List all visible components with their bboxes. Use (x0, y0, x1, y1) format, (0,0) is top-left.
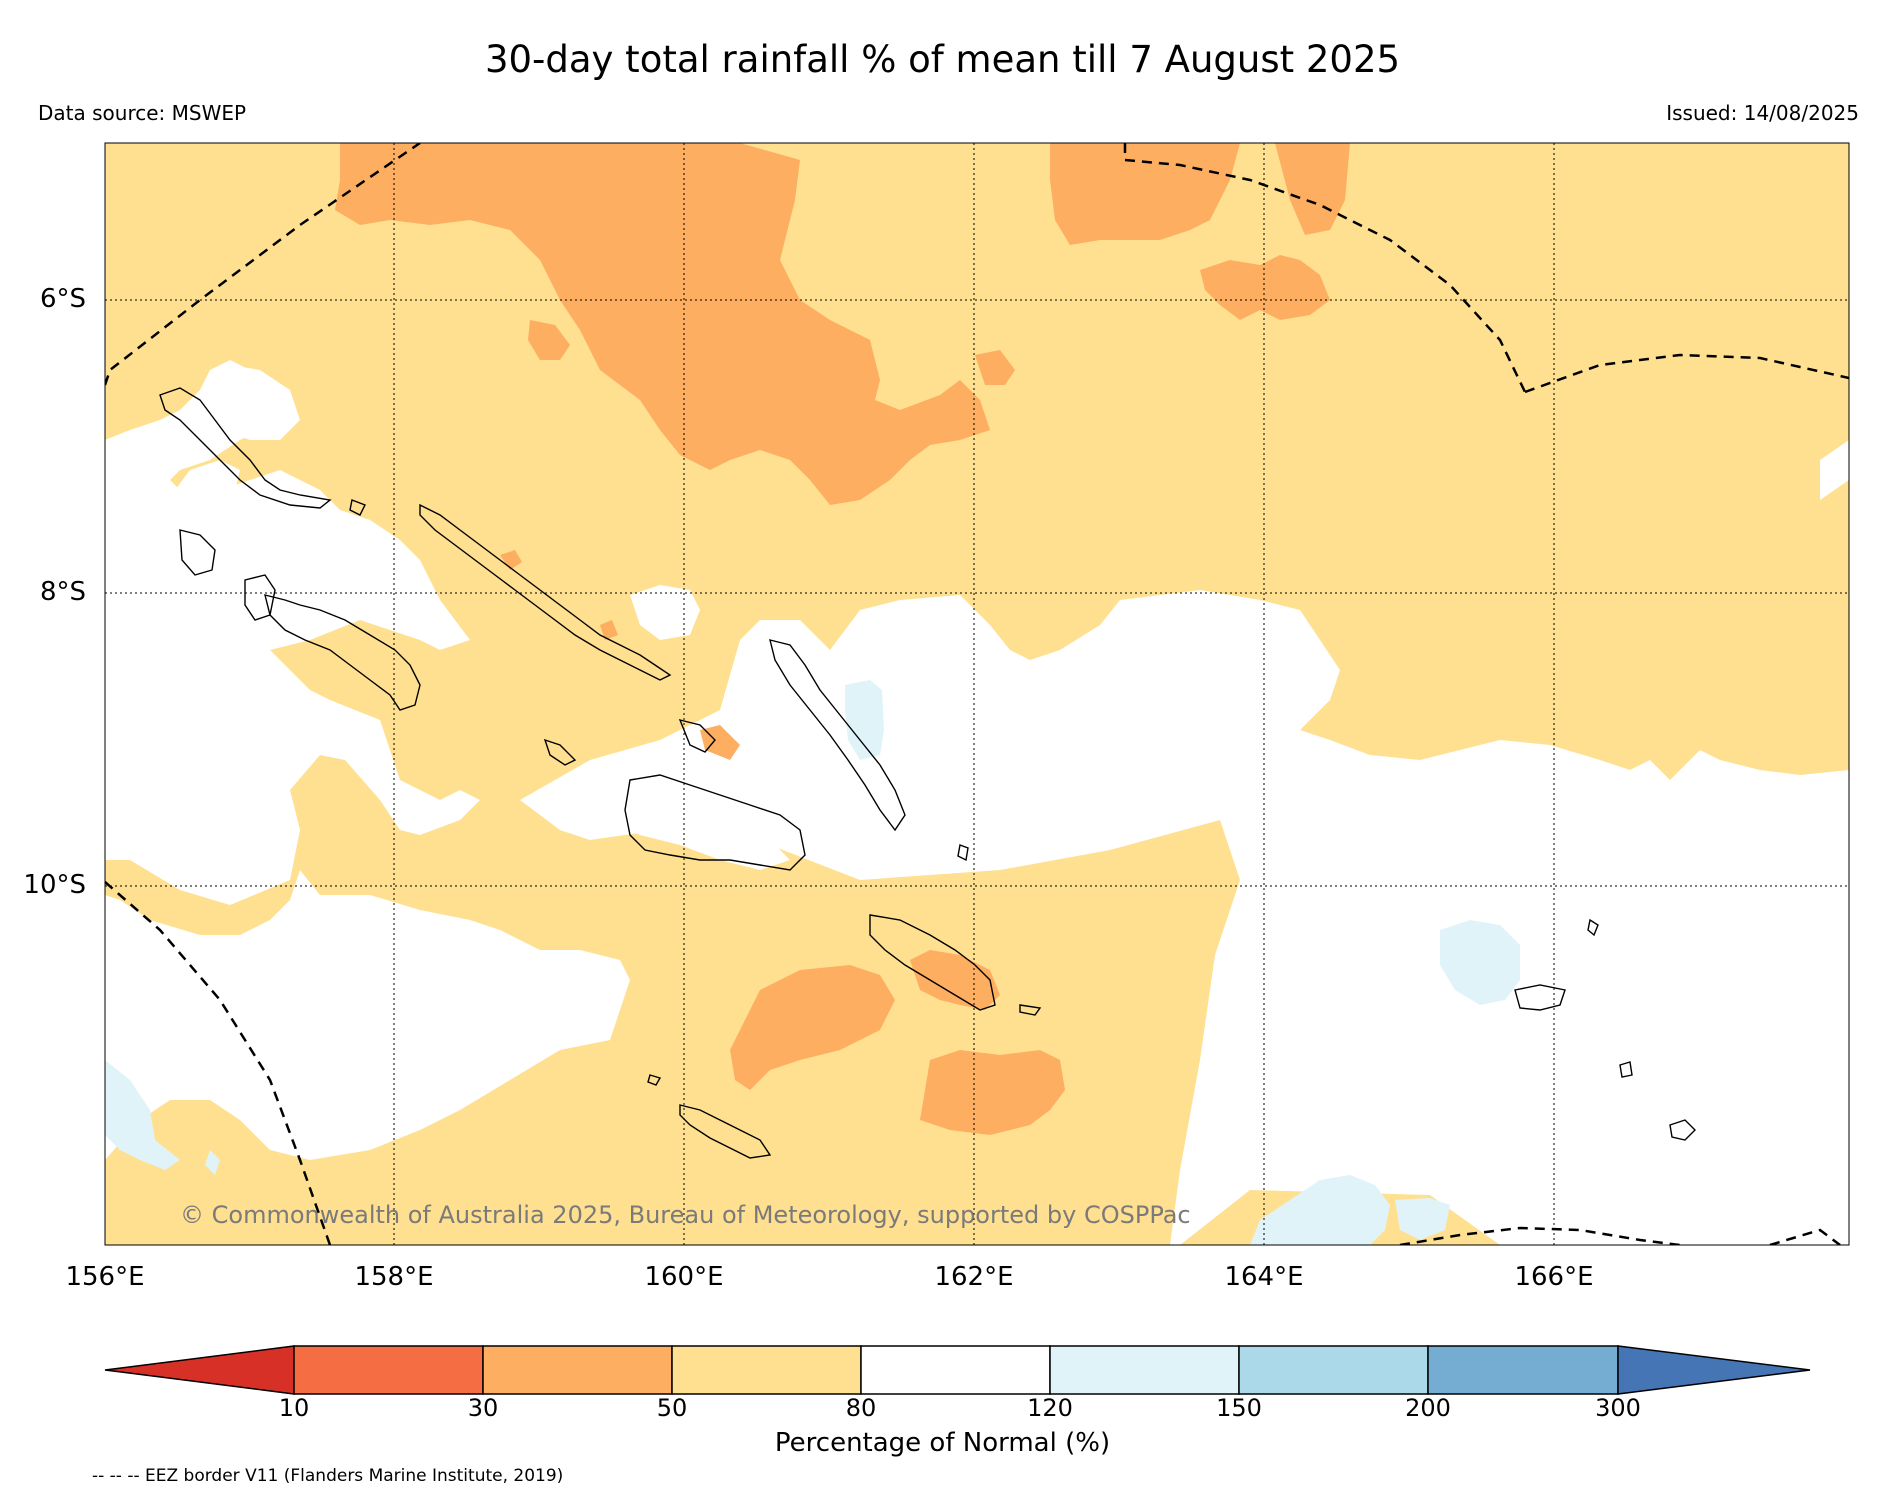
lon-label-164e: 164°E (1224, 1262, 1304, 1292)
data-source: Data source: MSWEP (38, 101, 247, 125)
colorbar-segment-120-150 (1049, 1345, 1240, 1395)
colorbar-segment-gt300 (1617, 1345, 1811, 1395)
colorbar-tick: 50 (656, 1394, 688, 1422)
near-normal-regions (105, 360, 1849, 1245)
lon-label-162e: 162°E (934, 1262, 1014, 1292)
map-area: © Commonwealth of Australia 2025, Bureau… (105, 143, 1849, 1245)
lon-label-158e: 158°E (354, 1262, 434, 1292)
gridlines (105, 143, 1849, 1245)
colorbar-tick: 80 (845, 1394, 877, 1422)
lat-label-8s: 8°S (39, 577, 86, 607)
colorbar-tick: 200 (1405, 1394, 1451, 1422)
issued-date: Issued: 14/08/2025 (1666, 101, 1859, 125)
colorbar-segment-150-200 (1238, 1345, 1429, 1395)
colorbar-tick: 30 (467, 1394, 499, 1422)
map-title: 30-day total rainfall % of mean till 7 A… (484, 38, 1401, 81)
above-normal-120-150-regions (105, 680, 1520, 1245)
coastlines (159, 387, 1696, 1159)
copyright-notice: © Commonwealth of Australia 2025, Bureau… (180, 1201, 1191, 1229)
colorbar-segment-80-120 (860, 1345, 1051, 1395)
colorbar-segment-lt10 (104, 1345, 295, 1395)
eez-legend-note: -- -- -- EEZ border V11 (Flanders Marine… (92, 1466, 564, 1486)
lon-label-156e: 156°E (65, 1262, 145, 1292)
lon-label-160e: 160°E (644, 1262, 724, 1292)
colorbar-segment-30-50 (482, 1345, 673, 1395)
lat-label-6s: 6°S (39, 284, 86, 314)
colorbar-label: Percentage of Normal (%) (774, 1428, 1111, 1458)
colorbar-segment-10-30 (293, 1345, 484, 1395)
colorbar-tick: 120 (1027, 1394, 1073, 1422)
colorbar (104, 1345, 1811, 1395)
eez-borders (105, 143, 1849, 1245)
colorbar-tick: 150 (1216, 1394, 1262, 1422)
map-frame (104, 142, 1850, 1246)
colorbar-segment-50-80 (671, 1345, 862, 1395)
colorbar-tick: 300 (1595, 1394, 1641, 1422)
colorbar-segment-200-300 (1427, 1345, 1619, 1395)
lon-label-166e: 166°E (1514, 1262, 1594, 1292)
colorbar-tick: 10 (278, 1394, 310, 1422)
lat-label-10s: 10°S (23, 870, 86, 900)
